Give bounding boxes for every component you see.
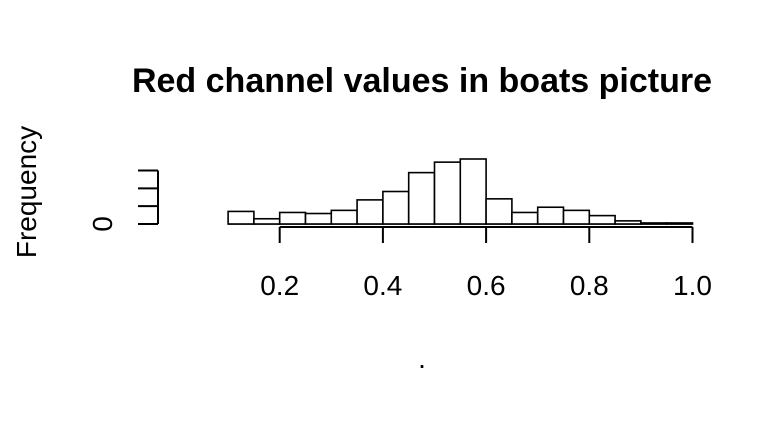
histogram-bar (640, 222, 668, 225)
histogram-bar (459, 158, 487, 225)
histogram-bar (511, 211, 539, 225)
histogram-bar (407, 171, 436, 225)
x-axis-label: . (418, 343, 426, 374)
x-tick-label: 0.8 (570, 270, 609, 301)
histogram-bar (562, 209, 591, 225)
x-tick-label: 0.2 (260, 270, 299, 301)
histogram-bar (588, 214, 616, 225)
x-tick-label: 0.6 (467, 270, 506, 301)
histogram-bar (382, 190, 410, 225)
histogram-bar (304, 212, 333, 225)
x-axis: 0.2 0.4 0.6 0.8 1.0 (260, 226, 712, 301)
histogram-bar (356, 199, 384, 225)
x-tick-label: 0.4 (363, 270, 402, 301)
histogram-bars (227, 158, 694, 225)
y-tick-label: 0 (87, 216, 118, 232)
histogram-bar (278, 211, 307, 225)
histogram-bar (485, 198, 513, 225)
histogram-bar (253, 217, 281, 225)
y-axis: 0 (87, 169, 159, 232)
chart-title: Red channel values in boats picture (132, 62, 712, 100)
histogram-bar (614, 220, 642, 225)
histogram-bar (665, 222, 694, 225)
x-tick-label: 1.0 (673, 270, 712, 301)
histogram-bar (227, 210, 255, 225)
y-axis-label: Frequency (11, 126, 42, 258)
histogram-bar (330, 209, 358, 225)
histogram-bar (433, 161, 462, 225)
histogram-bar (536, 206, 565, 225)
